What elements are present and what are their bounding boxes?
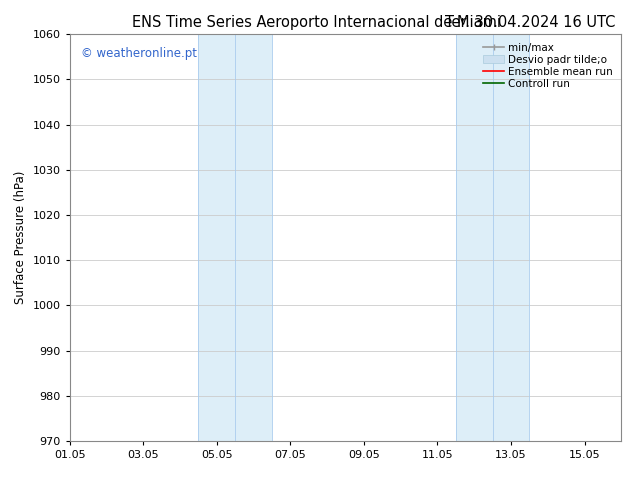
Text: © weatheronline.pt: © weatheronline.pt [81, 47, 197, 59]
Text: Ter. 30.04.2024 16 UTC: Ter. 30.04.2024 16 UTC [444, 15, 615, 30]
Bar [456, 34, 529, 441]
Y-axis label: Surface Pressure (hPa): Surface Pressure (hPa) [14, 171, 27, 304]
Legend: min/max, Desvio padr tilde;o, Ensemble mean run, Controll run: min/max, Desvio padr tilde;o, Ensemble m… [480, 40, 616, 92]
Bar [198, 34, 272, 441]
Text: ENS Time Series Aeroporto Internacional de Miami: ENS Time Series Aeroporto Internacional … [133, 15, 501, 30]
